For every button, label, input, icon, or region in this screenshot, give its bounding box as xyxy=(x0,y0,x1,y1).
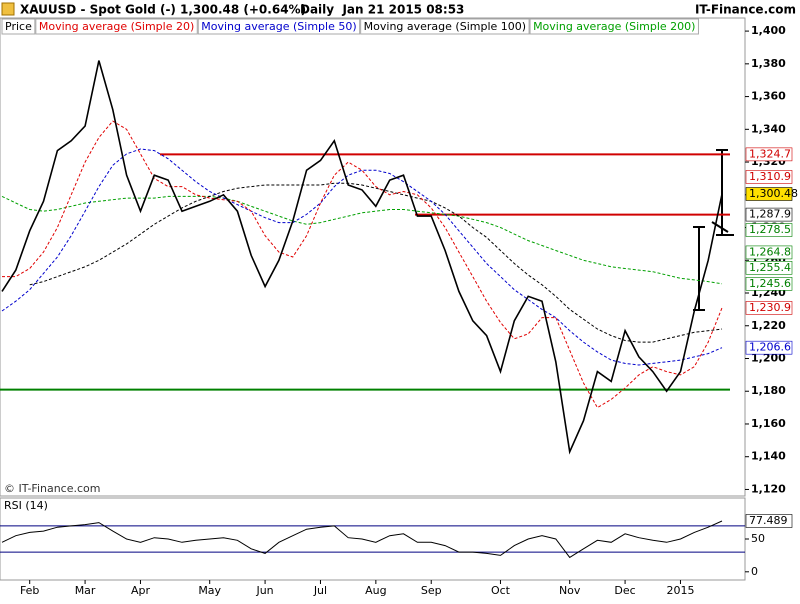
info: Daily Jan 21 2015 08:53 xyxy=(300,3,464,17)
price-label: 1,230.9 xyxy=(749,301,791,314)
price-label: 1,300.48 xyxy=(749,187,798,200)
x-tick-label: Aug xyxy=(365,584,386,597)
watermark: © IT-Finance.com xyxy=(4,482,101,495)
price-label: 1,287.9 xyxy=(749,208,791,221)
price-label: 1,324.7 xyxy=(749,147,791,160)
legend-item xyxy=(529,18,699,35)
x-tick-label: Jul xyxy=(313,584,327,597)
price-label: 1,245.6 xyxy=(749,277,791,290)
x-tick-label: Oct xyxy=(491,584,511,597)
x-tick-label: Apr xyxy=(131,584,151,597)
legend-label: Price xyxy=(5,20,32,33)
y-tick-label: 0 xyxy=(751,565,758,578)
y-tick-label: 1,380 xyxy=(751,57,786,70)
price-label-box xyxy=(745,301,793,315)
price-label-box xyxy=(745,223,793,237)
x-tick-label: Feb xyxy=(20,584,39,597)
legend-label: Moving average (Simple 100) xyxy=(364,20,526,33)
price-panel xyxy=(0,17,746,497)
price-label-box xyxy=(745,277,793,291)
y-tick-label: 1,400 xyxy=(751,24,786,37)
legend: Price Moving average (Simple 20) Moving av… xyxy=(1,18,699,35)
price-label: 1,278.5 xyxy=(749,223,791,236)
price-label-box xyxy=(745,261,793,275)
legend-item xyxy=(1,18,36,35)
price-label-box xyxy=(745,170,793,184)
x-tick-label: May xyxy=(198,584,221,597)
price-label-box xyxy=(745,207,793,222)
rsi-label-box xyxy=(745,514,793,528)
y-tick-label: 1,140 xyxy=(751,450,786,463)
x-tick-label: Dec xyxy=(614,584,635,597)
series-line xyxy=(1,60,723,455)
legend-item xyxy=(35,18,198,35)
series-line xyxy=(29,182,723,343)
symbol: XAUUSD - Spot Gold (-) xyxy=(20,3,176,17)
legend-label: Moving average (Simple 50) xyxy=(201,20,356,33)
price-label-box xyxy=(745,245,793,260)
rsi-label: 77.489 xyxy=(749,514,788,527)
x-tick-label: 2015 xyxy=(666,584,694,597)
y-tick-label: 1,220 xyxy=(751,319,786,332)
series-line xyxy=(2,120,723,409)
header-bar xyxy=(0,0,800,18)
y-tick-label: 1,180 xyxy=(751,384,786,397)
series-line xyxy=(1,148,723,366)
legend-label: Moving average (Simple 200) xyxy=(533,20,695,33)
app-icon xyxy=(1,2,15,16)
price-label-box xyxy=(745,340,793,355)
x-tick-label: Sep xyxy=(421,584,442,597)
x-tick-label: Mar xyxy=(75,584,96,597)
price-label: 1,264.8 xyxy=(749,245,791,258)
legend-item xyxy=(197,18,361,35)
price-label-box xyxy=(745,187,793,201)
price-label-box xyxy=(745,147,793,162)
y-tick-label: 1,360 xyxy=(751,90,786,103)
y-tick-label: 1,120 xyxy=(751,482,786,495)
rsi-panel xyxy=(0,497,746,581)
legend-item xyxy=(360,18,530,35)
rsi-title: RSI (14) xyxy=(4,499,48,512)
quote: 1,300.48 (+0.64%) xyxy=(180,3,306,17)
series-line xyxy=(1,520,723,559)
y-tick-label: 50 xyxy=(751,532,765,545)
y-tick-label: 1,160 xyxy=(751,417,786,430)
site: IT-Finance.com xyxy=(695,3,796,17)
price-label: 1,206.6 xyxy=(749,341,791,354)
x-tick-label: Nov xyxy=(559,584,581,597)
y-tick-label: 1,340 xyxy=(751,122,786,135)
x-tick-label: Jun xyxy=(255,584,273,597)
y-tick-label: 1,200 xyxy=(751,351,786,364)
price-label: 1,310.9 xyxy=(749,170,791,183)
price-label: 1,255.4 xyxy=(749,261,791,274)
range-marker xyxy=(711,149,734,236)
legend-label: Moving average (Simple 20) xyxy=(39,20,194,33)
